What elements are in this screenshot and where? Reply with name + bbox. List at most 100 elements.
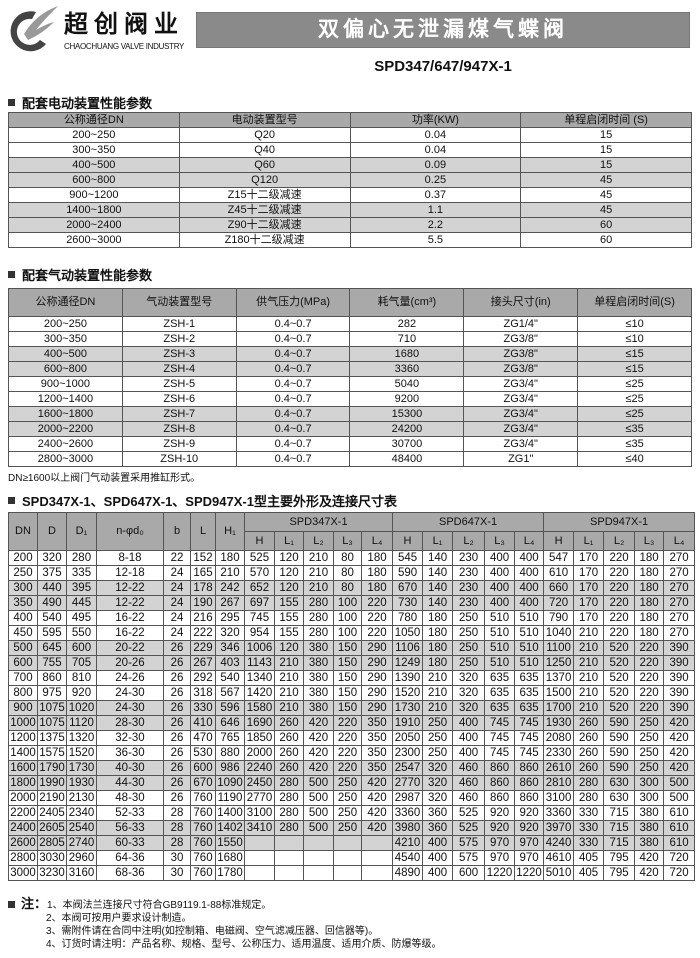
- table-cell: 420: [663, 760, 696, 776]
- table-cell: 460: [452, 790, 486, 806]
- table-row: 2800~3000 ZSH-10 0.4~0.7 48400 ZG1" ≤40: [8, 451, 692, 467]
- table-cell: 270: [663, 595, 696, 611]
- column-header: 耗气量(cm³): [349, 288, 465, 317]
- table-cell: 1910: [392, 715, 424, 731]
- column-header: L₂: [303, 531, 334, 551]
- table-cell: 140: [422, 595, 454, 611]
- table-cell: 375: [37, 565, 67, 581]
- table-cell: 15: [520, 157, 692, 173]
- table-cell: 44-30: [96, 775, 164, 791]
- table-cell: 400: [422, 850, 454, 866]
- table-cell: 290: [360, 640, 394, 656]
- table-cell: 1930: [543, 715, 575, 731]
- column-header: H: [244, 531, 275, 551]
- table-cell: 610: [663, 835, 696, 851]
- bullet-square-icon: [8, 497, 15, 504]
- column-header: 电动装置型号: [178, 112, 351, 128]
- table-cell: 155: [274, 595, 304, 611]
- table-cell: 220: [603, 550, 636, 566]
- table-cell: 180: [634, 565, 665, 581]
- table-cell: 64-36: [96, 850, 164, 866]
- table-cell: 220: [634, 640, 665, 656]
- table-row: 300~350 Q40 0.04 15: [8, 142, 692, 158]
- table-cell: 210: [422, 670, 454, 686]
- table-cell: 32-30: [96, 730, 164, 746]
- table-cell: 405: [573, 850, 605, 866]
- table-cell: 380: [303, 640, 334, 656]
- table-cell: 250: [333, 775, 362, 791]
- table-cell: 0.04: [349, 127, 522, 143]
- column-header: L₄: [514, 531, 545, 551]
- table-cell: 2400: [8, 820, 38, 836]
- table-cell: ZG3/4": [463, 406, 579, 422]
- table-cell: 1.1: [349, 202, 522, 218]
- table-row: 250 375 335 12-18 24 165 210 570 120 210 80 180 590 1…: [8, 565, 696, 581]
- table-cell: 490: [37, 595, 67, 611]
- table-cell: 420: [303, 730, 334, 746]
- table-cell: 150: [333, 670, 362, 686]
- table-cell: 220: [603, 565, 636, 581]
- table-cell: ZG3/4": [463, 376, 579, 392]
- bullet-square-icon: [8, 901, 15, 908]
- table-cell: 596: [215, 700, 245, 716]
- table-cell: 24-30: [96, 700, 164, 716]
- table-cell: 2.2: [349, 217, 522, 233]
- table-cell: 1690: [244, 715, 275, 731]
- table-cell: 460: [452, 760, 486, 776]
- table-cell: 250: [634, 730, 665, 746]
- table-cell: 3360: [543, 805, 575, 821]
- table-cell: 1400: [8, 745, 38, 761]
- table-cell: ZSH-6: [121, 391, 237, 407]
- table-cell: 470: [190, 730, 216, 746]
- table-cell: 28-30: [96, 715, 164, 731]
- column-header: L₁: [573, 531, 605, 551]
- table-cell: 220: [603, 580, 636, 596]
- table-cell: 320: [37, 550, 67, 566]
- table-cell: 380: [303, 670, 334, 686]
- table-cell: 510: [484, 625, 516, 641]
- table-cell: 24: [163, 580, 191, 596]
- table-cell: 210: [274, 700, 304, 716]
- table-cell: 45: [520, 187, 692, 203]
- table-cell: 5040: [349, 376, 465, 392]
- table-cell: Z180十二级减速: [178, 232, 351, 248]
- table-cell: 1020: [66, 700, 97, 716]
- table-cell: 250: [452, 640, 486, 656]
- table-cell: 1006: [244, 640, 275, 656]
- logo-chinese-name: 超创阀业: [64, 9, 184, 38]
- table-cell: 220: [333, 760, 362, 776]
- table-cell: 1420: [244, 685, 275, 701]
- pneumatic-note: DN≥1600以上阀门气动装置采用推缸形式。: [8, 473, 201, 484]
- table-cell: 2240: [244, 760, 275, 776]
- table-row: 1000 1075 1120 28-30 26 410 646 1690 260 420 220 35…: [8, 715, 696, 731]
- table-cell: 2960: [66, 850, 97, 866]
- column-header: 单程启闭时间 (S): [520, 112, 692, 128]
- notes: 注：1、本阀法兰连接尺寸符合GB9119.1-88标准规定。 2、本阀可按用户要…: [8, 897, 442, 951]
- heading-text: SPD347X-1、SPD647X-1、SPD947X-1型主要外形及连接尺寸表: [22, 494, 397, 509]
- table-cell: 230: [452, 595, 486, 611]
- table-cell: 610: [543, 565, 575, 581]
- table-cell: 2540: [66, 820, 97, 836]
- table-cell: 242: [215, 580, 245, 596]
- table-cell: 510: [484, 640, 516, 656]
- table-cell: 635: [514, 685, 545, 701]
- table-cell: 400: [514, 565, 545, 581]
- table-cell: 180: [360, 550, 394, 566]
- table-row: 900 1075 1020 24-30 26 330 596 1580 210 380 150 290…: [8, 700, 696, 716]
- table-cell: 220: [333, 715, 362, 731]
- model-number: SPD347/647/947X-1: [374, 58, 512, 75]
- table-cell: 220: [333, 730, 362, 746]
- table-cell: 26: [163, 730, 191, 746]
- table-cell: 1220: [514, 865, 545, 881]
- table-cell: 745: [244, 610, 275, 626]
- table-cell: 350: [360, 760, 394, 776]
- table-cell: ZG1/4": [463, 316, 579, 332]
- table-cell: 380: [634, 835, 665, 851]
- table-cell: 1990: [37, 775, 67, 791]
- table-cell: 320: [452, 685, 486, 701]
- table-row: 500 645 600 20-22 26 229 346 1006 120 380 150 290 11…: [8, 640, 696, 656]
- table-cell: 180: [422, 625, 454, 641]
- column-header: D₁: [66, 512, 97, 551]
- table-cell: 178: [190, 580, 216, 596]
- column-header: 单程启闭时间(S): [577, 288, 692, 317]
